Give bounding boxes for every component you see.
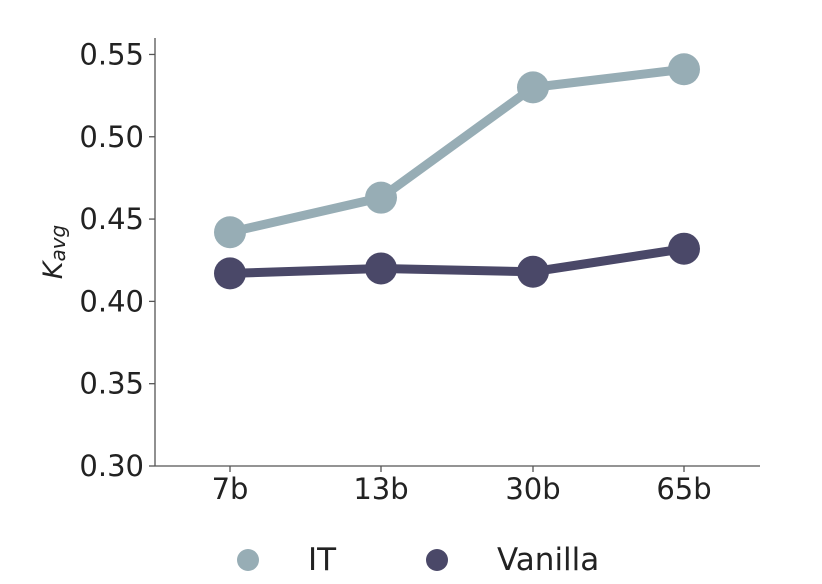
legend: IT Vanilla [237,542,599,578]
y-tick-label: 0.35 [79,367,144,401]
series-it [214,53,700,249]
legend-marker [237,549,259,571]
axes [154,38,760,467]
legend-label: Vanilla [497,542,599,578]
legend-item-vanilla: Vanilla [426,542,599,578]
x-tick-label: 7b [212,472,249,506]
y-tick-label: 0.45 [79,202,144,236]
y-tick-label: 0.55 [79,37,144,71]
data-point [668,53,700,86]
y-tick-label: 0.50 [79,120,144,154]
y-axis-label-main: K [38,259,69,279]
y-ticks: 0.30 0.35 0.40 0.45 0.50 0.55 [79,37,155,483]
data-point [668,232,700,265]
series [214,53,700,290]
y-tick-label: 0.40 [79,284,144,318]
legend-item-it: IT [237,542,337,578]
data-point [517,71,549,104]
x-ticks: 7b 13b 30b 65b [212,466,712,506]
data-point [214,257,246,290]
x-tick-label: 30b [505,472,560,506]
y-tick-label: 0.30 [79,449,144,483]
x-tick-label: 13b [353,472,408,506]
data-point [214,216,246,249]
y-axis-label-sub: avg [46,225,70,262]
series-line [225,244,689,278]
data-point [365,252,397,285]
data-point [517,255,549,288]
x-tick-label: 65b [656,472,711,506]
y-axis-label: Kavg [38,225,70,280]
legend-marker [426,549,448,571]
series-line [225,64,689,237]
data-point [365,181,397,214]
series-vanilla [214,232,700,290]
legend-label: IT [308,542,337,578]
